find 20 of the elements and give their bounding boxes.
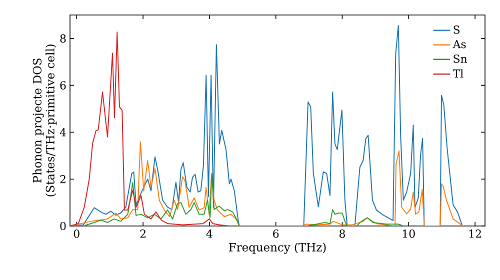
legend-label: As	[452, 40, 466, 48]
legend-label: Tl	[452, 69, 464, 78]
y-tick-label: 2	[60, 175, 66, 184]
x-tick-label: 12	[469, 230, 481, 238]
y-tick-label: 8	[60, 34, 66, 43]
legend-label: Sn	[454, 54, 468, 63]
line-series	[70, 32, 230, 226]
x-tick-label: 2	[140, 230, 146, 238]
legend-label: S	[454, 26, 460, 34]
x-tick-label: 6	[273, 230, 279, 238]
x-tick-label: 0	[74, 230, 80, 238]
y-tick-label: 0	[60, 222, 66, 230]
x-tick-label: 8	[339, 230, 345, 238]
line-series	[70, 172, 404, 226]
y-axis-title: Phonon projecte DOS (States/THz·primitive cell)	[32, 44, 57, 196]
y-tick-label: 4	[60, 128, 66, 136]
y-tick-label: 6	[60, 81, 66, 90]
x-tick-label: 10	[403, 230, 415, 238]
x-tick-label: 4	[206, 230, 212, 238]
x-axis-title: Frequency (THz)	[229, 242, 326, 254]
